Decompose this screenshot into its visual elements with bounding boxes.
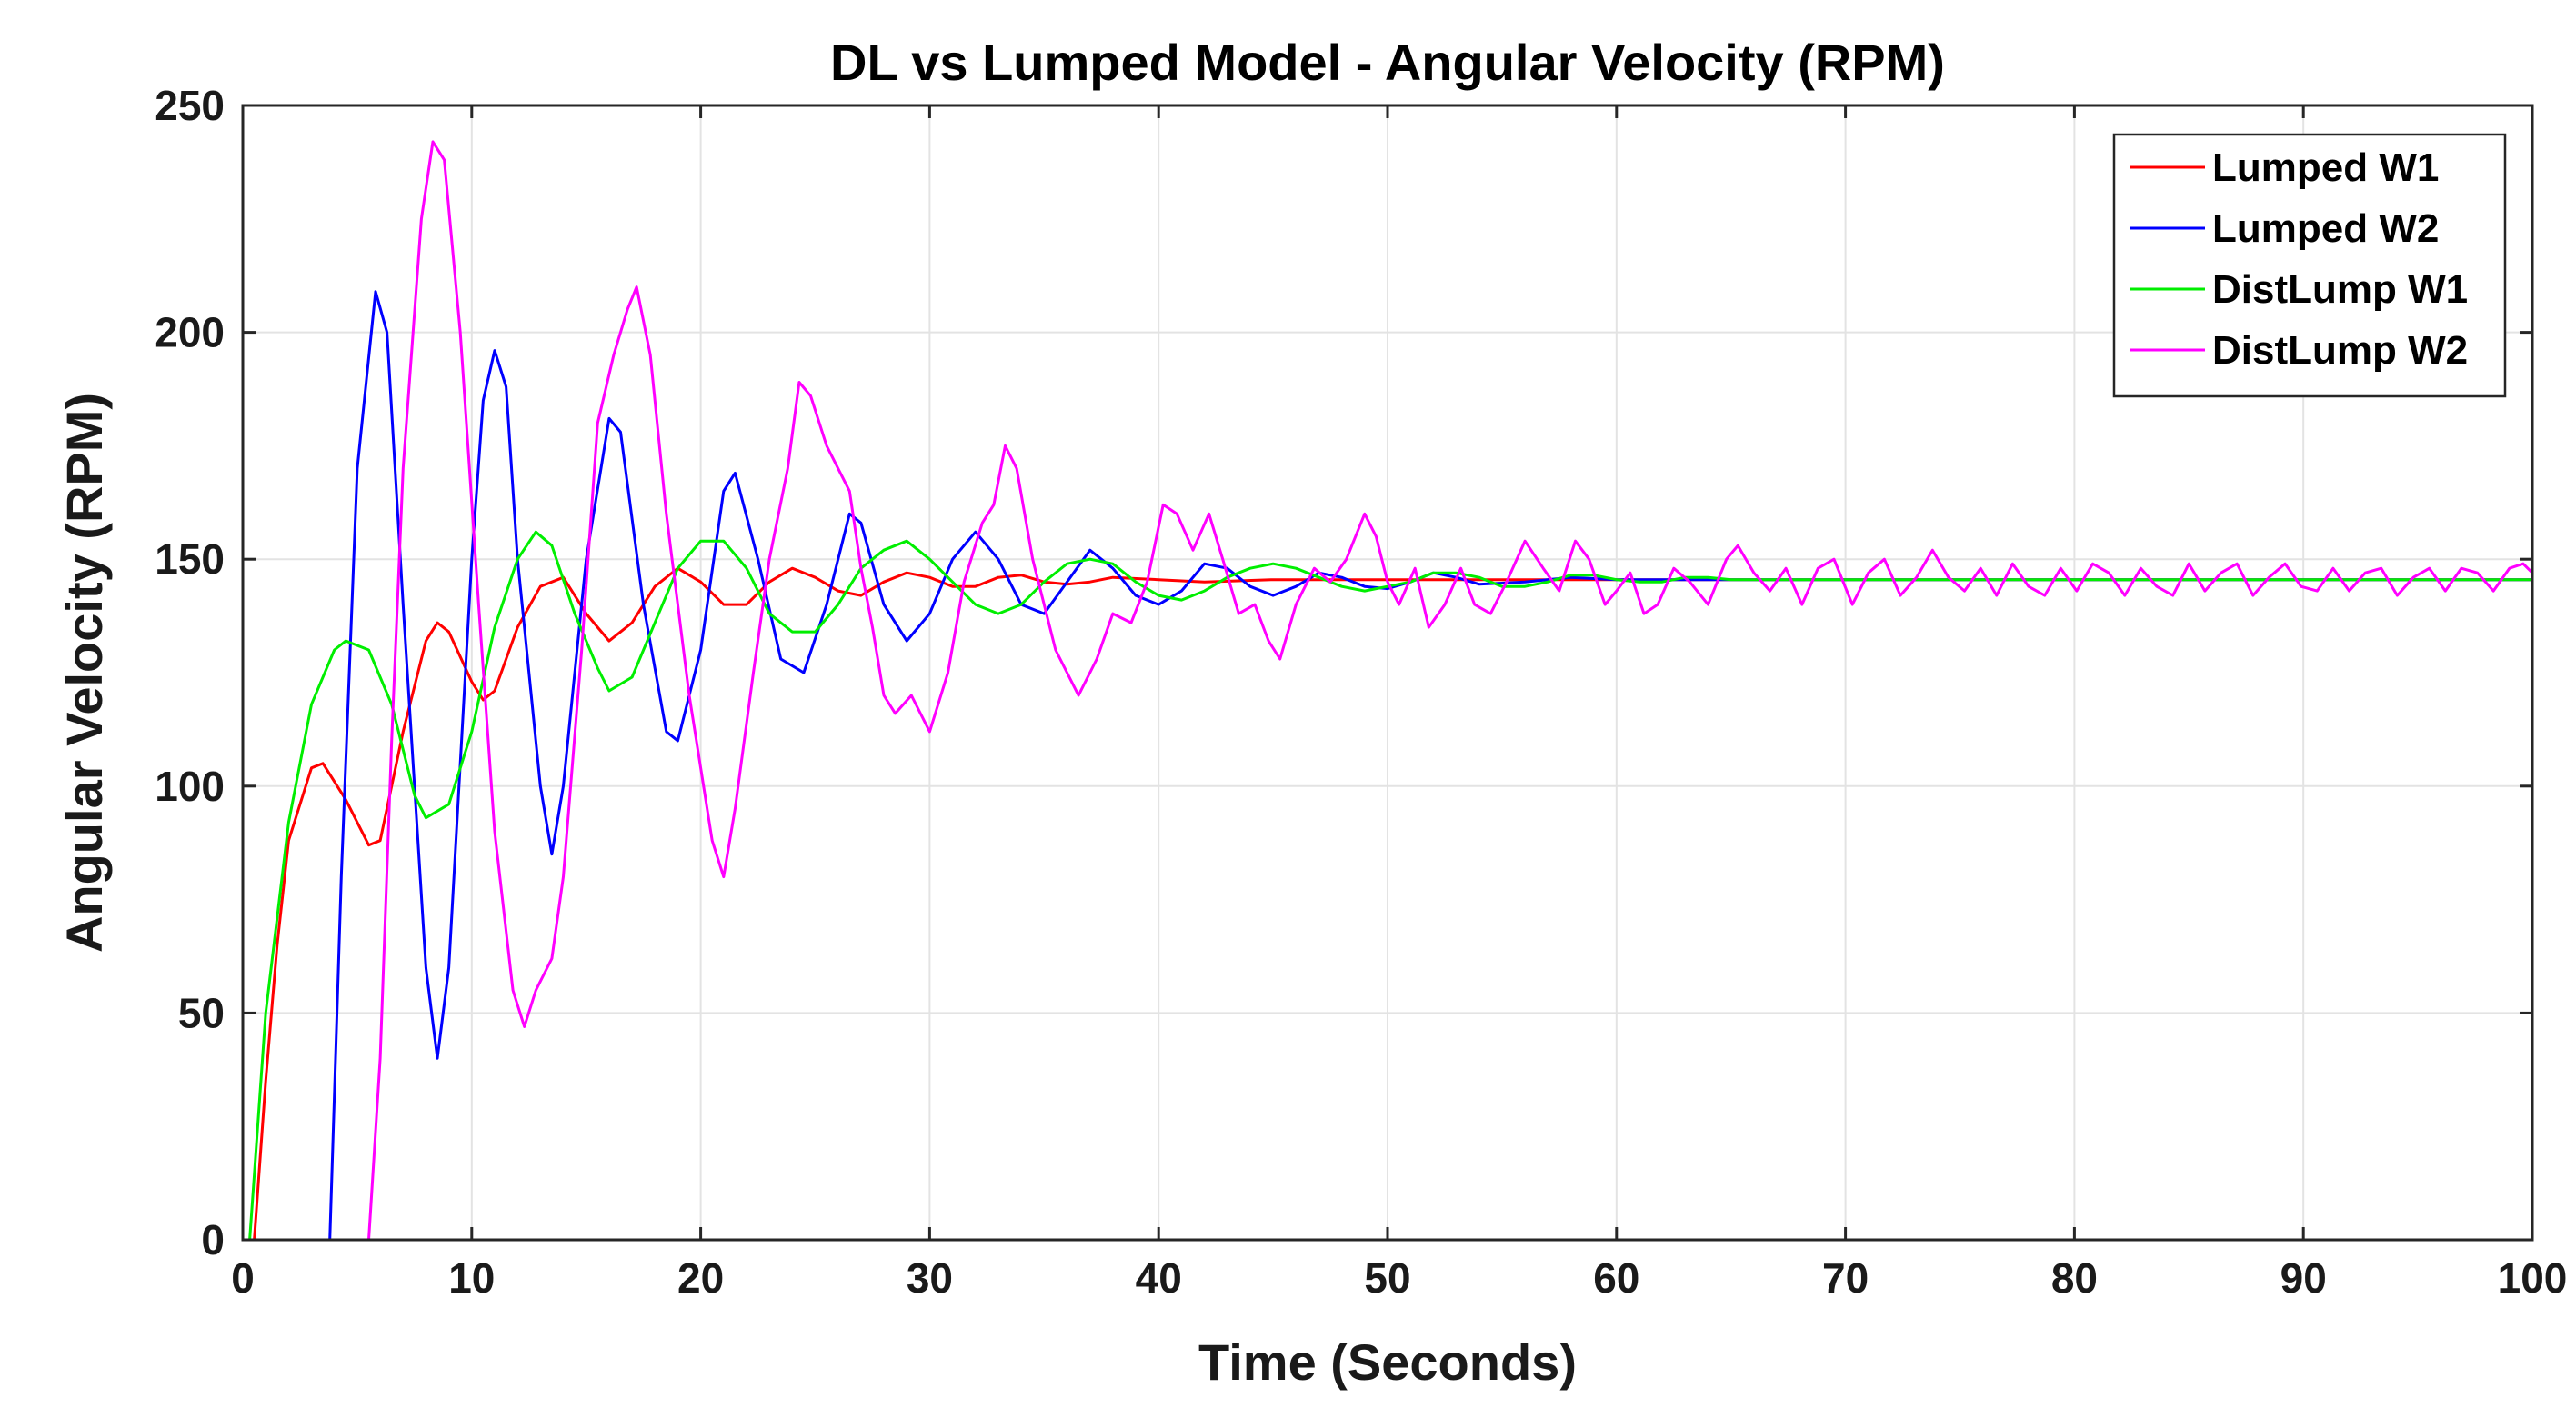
legend: Lumped W1 Lumped W2 DistLump W1 DistLump W2 xyxy=(2112,133,2507,398)
series-line-1 xyxy=(253,566,2534,1242)
x-tick-label: 100 xyxy=(2498,1254,2568,1302)
legend-label: Lumped W1 xyxy=(2212,145,2439,190)
x-tick-label: 70 xyxy=(1822,1254,1869,1302)
y-tick-label: 100 xyxy=(155,763,225,810)
y-tick-label: 0 xyxy=(201,1216,225,1263)
x-tick-label: 30 xyxy=(907,1254,953,1302)
legend-label: Lumped W2 xyxy=(2212,206,2439,251)
x-tick-label: 90 xyxy=(2280,1254,2327,1302)
series-lines xyxy=(241,140,2534,1242)
x-tick-label: 80 xyxy=(2051,1254,2098,1302)
axis-ticks: 0 10 20 30 40 50 60 70 80 90 100 0 50 100 150 200 250 xyxy=(155,82,2567,1302)
x-tick-label: 50 xyxy=(1364,1254,1410,1302)
x-tick-label: 60 xyxy=(1593,1254,1639,1302)
legend-box xyxy=(2112,133,2507,398)
x-tick-label: 40 xyxy=(1136,1254,1182,1302)
y-tick-label: 50 xyxy=(178,989,225,1036)
legend-label: DistLump W2 xyxy=(2212,328,2468,373)
x-tick-label: 20 xyxy=(677,1254,724,1302)
legend-label: DistLump W1 xyxy=(2212,267,2468,312)
y-tick-label: 200 xyxy=(155,309,225,356)
y-tick-label: 150 xyxy=(155,535,225,583)
y-axis-title: Angular Velocity (RPM) xyxy=(55,393,113,953)
chart-title: DL vs Lumped Model - Angular Velocity (R… xyxy=(830,34,1945,91)
y-tick-label: 250 xyxy=(155,82,225,129)
x-tick-label: 10 xyxy=(448,1254,495,1302)
series-line-4 xyxy=(241,140,2534,1242)
x-axis-title: Time (Seconds) xyxy=(1198,1333,1577,1391)
x-tick-label: 0 xyxy=(231,1254,255,1302)
